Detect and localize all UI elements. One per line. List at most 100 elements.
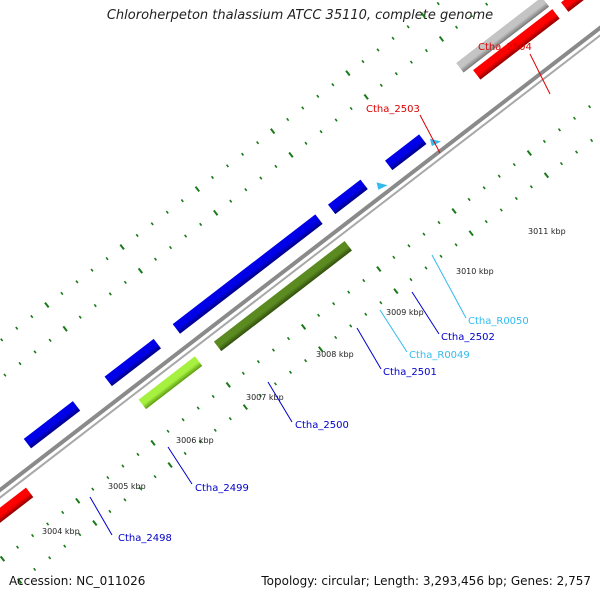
inner-tick-mark — [512, 162, 516, 167]
inner-tick-mark — [439, 254, 443, 259]
inner-tick-mark — [468, 230, 474, 237]
inner-tick-mark — [437, 220, 441, 225]
inner-tick-mark — [526, 150, 532, 157]
outer-tick-mark — [406, 25, 410, 29]
outer-tick-mark — [376, 48, 380, 52]
inner-tick-mark — [424, 266, 428, 270]
inner-tick-mark — [136, 452, 140, 457]
inner-tick-mark — [362, 278, 366, 283]
kbp-tick-label: 3011 kbp — [528, 227, 566, 236]
inner-tick-mark — [211, 394, 215, 399]
leader-line-ctha-r0049 — [379, 309, 408, 353]
inner-tick-mark — [108, 509, 112, 514]
outer-tick-mark — [240, 152, 245, 156]
inner-tick-mark — [407, 244, 411, 248]
outer-tick-mark — [286, 117, 290, 122]
outer-tick-mark — [180, 198, 184, 203]
outer-tick-mark — [334, 118, 338, 122]
outer-tick-mark — [199, 222, 203, 227]
inner-tick-mark — [167, 462, 173, 469]
inner-tick-mark — [559, 161, 564, 166]
inner-tick-mark — [241, 371, 245, 375]
backbone-outer-strand — [0, 0, 600, 516]
inner-tick-mark — [63, 544, 67, 548]
outer-tick-mark — [225, 164, 230, 168]
gene-block-ctha-2498 — [23, 401, 81, 449]
outer-tick-mark — [213, 209, 219, 216]
inner-tick-mark — [150, 439, 156, 446]
leader-line-ctha-2502 — [411, 291, 440, 335]
outer-tick-mark — [301, 106, 305, 110]
outer-tick-mark — [44, 302, 50, 308]
leader-line-ctha-2501 — [356, 327, 382, 370]
outer-tick-mark — [316, 94, 320, 98]
outer-tick-mark — [288, 151, 294, 158]
inner-tick-mark — [288, 370, 293, 374]
gene-label-ctha-2501: Ctha_2501 — [383, 367, 437, 378]
outer-tick-mark — [436, 1, 440, 6]
map-title: Chloroherpeton thalassium ATCC 35110, co… — [106, 8, 494, 23]
outer-tick-mark — [274, 164, 278, 169]
inner-tick-mark — [31, 533, 35, 538]
gene-block-ctha-2498b — [104, 338, 162, 387]
inner-tick-mark — [349, 324, 353, 328]
gene-block-ctha-2500-strand — [172, 214, 323, 334]
outer-tick-mark — [184, 234, 188, 238]
inner-tick-mark — [181, 417, 185, 422]
inner-tick-mark — [499, 208, 503, 212]
inner-tick-mark — [304, 359, 308, 363]
inner-tick-mark — [228, 416, 232, 421]
gene-label-ctha-r0050: Ctha_R0050 — [468, 316, 529, 327]
inner-tick-mark — [454, 243, 458, 247]
inner-tick-mark — [543, 172, 550, 179]
kbp-tick-label: 3009 kbp — [386, 308, 424, 317]
outer-tick-mark — [229, 199, 233, 203]
inner-tick-mark — [529, 185, 533, 189]
inner-tick-mark — [121, 464, 125, 468]
outer-tick-mark — [345, 70, 351, 77]
outer-tick-mark — [135, 233, 139, 238]
inner-tick-mark — [213, 428, 217, 432]
outer-tick-mark — [18, 361, 22, 366]
outer-tick-mark — [75, 280, 79, 284]
inner-tick-mark — [271, 348, 275, 352]
outer-tick-mark — [30, 314, 34, 319]
outer-tick-mark — [165, 210, 169, 214]
inner-tick-mark — [542, 139, 546, 144]
outer-tick-mark — [454, 25, 459, 30]
genome-stats-label: Topology: circular; Length: 3,293,456 bp… — [261, 574, 591, 588]
gene-block-ctha-2502 — [385, 134, 427, 171]
outer-tick-mark — [394, 72, 398, 76]
genome-track — [0, 0, 600, 584]
outer-tick-mark — [331, 83, 335, 87]
outer-tick-mark — [33, 350, 37, 354]
leader-line-ctha-2504 — [529, 53, 551, 95]
outer-tick-mark — [153, 257, 158, 261]
gene-label-ctha-2500: Ctha_2500 — [295, 420, 349, 431]
inner-tick-mark — [347, 290, 351, 294]
inner-tick-mark — [75, 497, 81, 504]
gene-label-ctha-r0049: Ctha_R0049 — [409, 350, 470, 361]
outer-tick-mark — [259, 176, 263, 180]
outer-tick-mark — [168, 245, 173, 250]
outer-tick-mark — [256, 141, 260, 145]
inner-tick-mark — [256, 360, 260, 364]
inner-tick-mark — [588, 104, 592, 109]
gene-block-ctha-2503 — [473, 9, 560, 80]
inner-tick-mark — [392, 255, 396, 260]
inner-tick-mark — [183, 451, 187, 456]
inner-tick-mark — [138, 486, 142, 490]
inner-tick-mark — [379, 301, 383, 305]
gene-block-ctha-2500 — [213, 240, 352, 352]
outer-tick-mark — [409, 60, 413, 64]
outer-tick-mark — [349, 106, 353, 111]
outer-tick-mark — [0, 338, 4, 342]
outer-tick-mark — [108, 292, 112, 296]
outer-tick-mark — [15, 326, 19, 330]
outer-tick-mark — [470, 14, 474, 18]
outer-tick-mark — [105, 256, 109, 261]
inner-tick-mark — [422, 232, 426, 236]
outer-tick-mark — [48, 338, 52, 343]
inner-tick-mark — [166, 429, 170, 433]
